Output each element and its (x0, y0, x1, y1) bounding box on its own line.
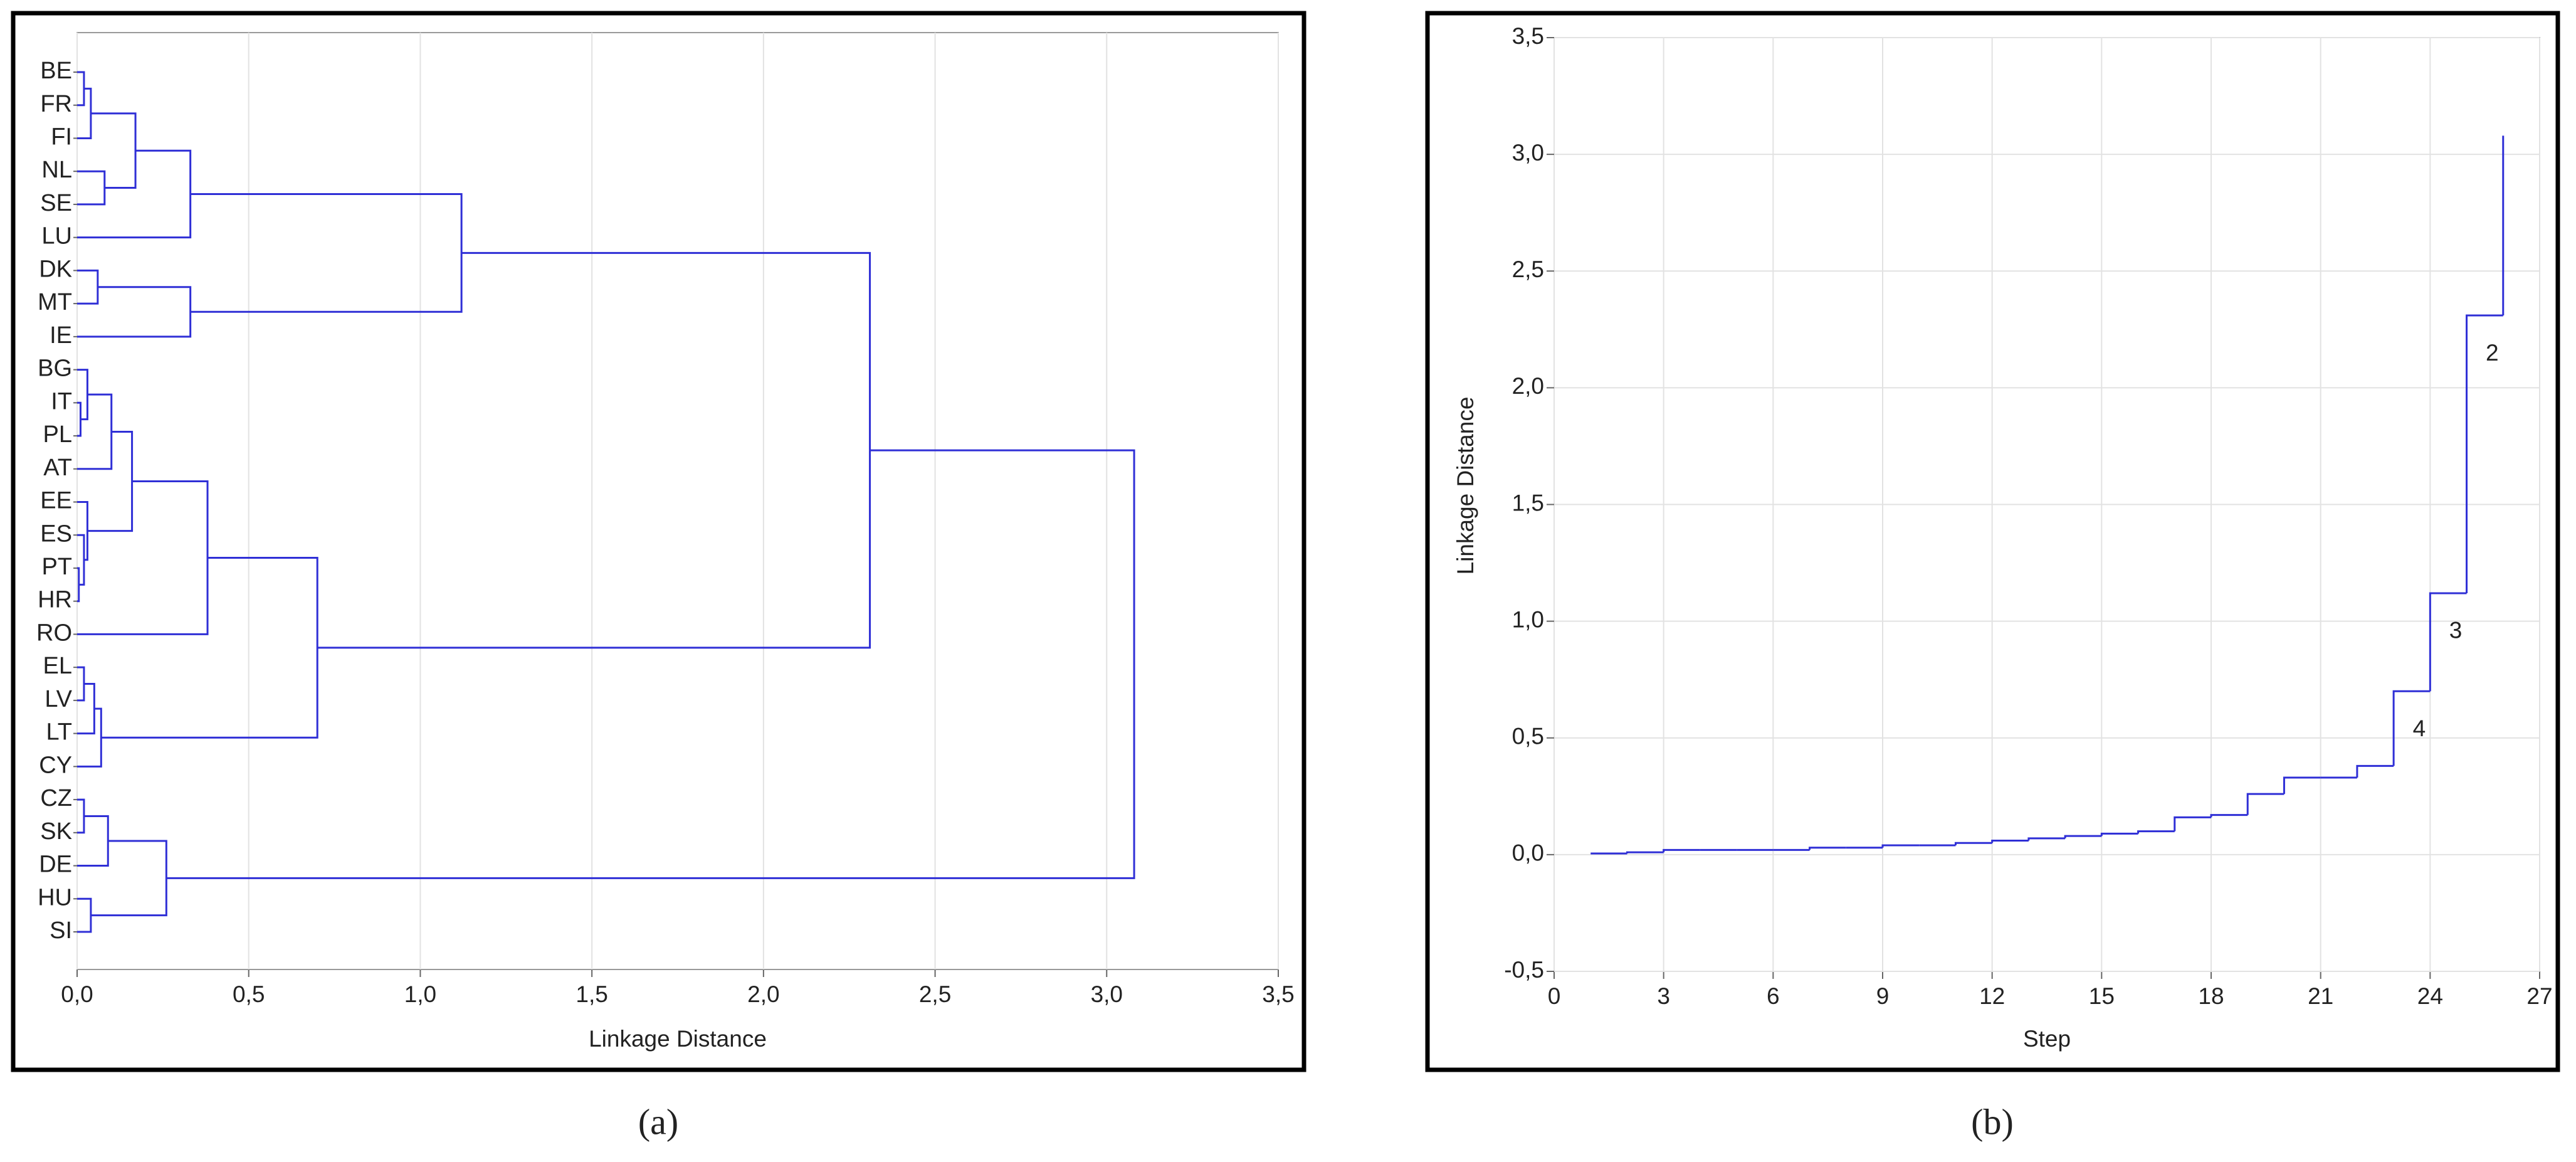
x-tick-label: 27 (2526, 983, 2552, 1009)
x-tick-label: 2,5 (919, 981, 951, 1007)
step-segment (1954, 842, 1992, 845)
x-tick-label: 15 (2089, 983, 2115, 1009)
y-axis-label: Linkage Distance (1453, 397, 1478, 575)
leaf-label: EE (40, 488, 72, 514)
dendrogram-link (77, 87, 92, 139)
leaf-label: RO (36, 620, 72, 646)
step-segment (2174, 816, 2211, 832)
dendrogram-link (77, 170, 106, 206)
leaf-label: CZ (40, 785, 72, 811)
leaf-label: AT (43, 455, 72, 481)
dendrogram-link (77, 286, 192, 338)
step-segment (2137, 830, 2175, 834)
step-segment (2027, 837, 2066, 841)
y-tick-label: 0,0 (1512, 840, 1544, 866)
dendrogram-link (77, 897, 92, 933)
dendrogram-link (77, 567, 80, 603)
dendrogram-link (77, 683, 95, 735)
leaf-label: BG (38, 356, 72, 382)
step-segment (1663, 848, 1700, 853)
plot-area (76, 32, 1279, 970)
y-tick-label: 2,5 (1512, 256, 1544, 282)
x-tick-label: 1,0 (404, 981, 436, 1007)
leaf-label: CY (39, 752, 72, 778)
y-tick-label: 1,5 (1512, 490, 1544, 515)
y-tick-label: -0,5 (1504, 957, 1544, 983)
step-segment (1881, 844, 1920, 848)
leaf-label: NL (41, 157, 72, 183)
leaf-label: LU (41, 223, 72, 250)
leaf-label: DE (39, 852, 72, 878)
x-tick-label: 0 (1548, 983, 1561, 1009)
leaf-label: PT (41, 554, 72, 580)
x-tick-label: 18 (2198, 983, 2224, 1009)
x-tick-label: 9 (1876, 983, 1890, 1009)
leaf-label: FI (51, 124, 72, 150)
x-tick-label: 6 (1767, 983, 1780, 1009)
x-tick-label: 12 (1979, 983, 2005, 1009)
annotation: 2 (2486, 340, 2499, 366)
panel-label: (a) (638, 1101, 678, 1142)
y-tick-label: 3,0 (1512, 140, 1544, 166)
step-segment (2064, 835, 2102, 838)
step-segment (2429, 592, 2467, 692)
dendrogram-link (77, 401, 81, 437)
step-segment (2100, 832, 2138, 837)
leaf-label: LV (45, 686, 72, 712)
dendrogram-link (90, 840, 167, 917)
x-axis-label: Linkage Distance (589, 1026, 767, 1052)
y-tick-label: 0,5 (1512, 724, 1544, 749)
x-tick-label: 3 (1657, 983, 1670, 1009)
y-tick-label: 2,0 (1512, 373, 1544, 399)
x-tick-label: 0,0 (61, 981, 93, 1007)
annotation: 3 (2449, 618, 2463, 643)
leaf-label: DK (39, 256, 72, 282)
step-segment (2392, 690, 2431, 766)
step-segment (1809, 847, 1846, 850)
leaf-label: SE (40, 190, 72, 216)
step-segment (1626, 851, 1664, 854)
leaf-label: SI (50, 917, 72, 944)
leaf-label: SK (40, 818, 72, 845)
step-segment (2210, 814, 2248, 818)
dendrogram-link (166, 449, 1135, 879)
step-segment (2283, 776, 2321, 795)
panel-label: (b) (1971, 1101, 2014, 1142)
leaf-label: IT (51, 388, 72, 415)
dendrogram-link (77, 149, 192, 239)
leaf-label: HR (38, 587, 72, 613)
x-tick-label: 2,0 (747, 981, 779, 1007)
leaf-label: HU (38, 884, 72, 911)
leaf-label: ES (40, 520, 72, 547)
step-segment (1991, 840, 2029, 843)
leaf-label: FR (40, 91, 72, 117)
y-tick-label: 1,0 (1512, 606, 1544, 632)
x-tick-label: 24 (2417, 983, 2443, 1009)
leaf-label: IE (50, 322, 72, 349)
step-segment (2246, 793, 2284, 815)
step-segment (2356, 764, 2394, 778)
y-tick-label: 3,5 (1512, 23, 1544, 49)
leaf-label: BE (40, 58, 72, 84)
x-tick-label: 3,5 (1262, 981, 1294, 1007)
leaf-label: MT (38, 289, 72, 315)
annotation: 4 (2413, 716, 2426, 741)
leaf-label: LT (46, 719, 72, 746)
x-axis-label: Step (2023, 1026, 2071, 1052)
x-tick-label: 1,5 (576, 981, 607, 1007)
leaf-label: PL (43, 421, 72, 448)
x-tick-label: 0,5 (233, 981, 265, 1007)
step-segment (2466, 314, 2503, 593)
leaf-label: EL (43, 653, 72, 679)
x-tick-label: 21 (2308, 983, 2333, 1009)
x-tick-label: 3,0 (1091, 981, 1123, 1007)
